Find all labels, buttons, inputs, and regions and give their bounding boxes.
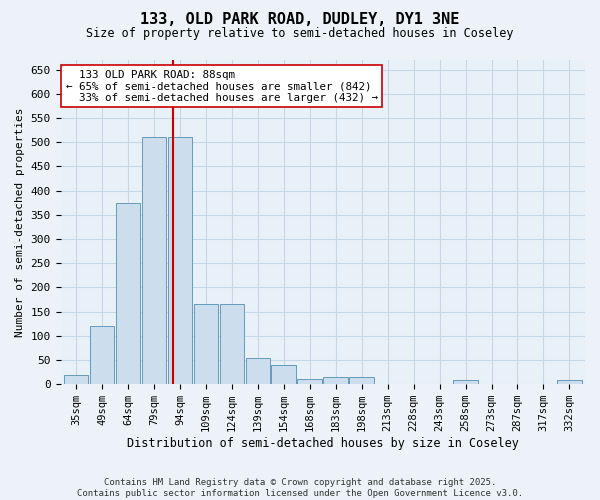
Bar xyxy=(116,203,140,384)
Bar xyxy=(557,380,582,384)
Text: 133, OLD PARK ROAD, DUDLEY, DY1 3NE: 133, OLD PARK ROAD, DUDLEY, DY1 3NE xyxy=(140,12,460,28)
Bar xyxy=(64,374,88,384)
Text: Size of property relative to semi-detached houses in Coseley: Size of property relative to semi-detach… xyxy=(86,28,514,40)
Text: Contains HM Land Registry data © Crown copyright and database right 2025.
Contai: Contains HM Land Registry data © Crown c… xyxy=(77,478,523,498)
Y-axis label: Number of semi-detached properties: Number of semi-detached properties xyxy=(15,108,25,337)
Bar xyxy=(298,380,322,384)
Bar xyxy=(271,365,296,384)
Bar xyxy=(453,380,478,384)
Bar xyxy=(349,377,374,384)
Bar xyxy=(194,304,218,384)
Text: 133 OLD PARK ROAD: 88sqm
← 65% of semi-detached houses are smaller (842)
  33% o: 133 OLD PARK ROAD: 88sqm ← 65% of semi-d… xyxy=(66,70,378,103)
Bar xyxy=(90,326,115,384)
X-axis label: Distribution of semi-detached houses by size in Coseley: Distribution of semi-detached houses by … xyxy=(127,437,519,450)
Bar xyxy=(245,358,270,384)
Bar xyxy=(323,377,348,384)
Bar xyxy=(220,304,244,384)
Bar xyxy=(167,138,192,384)
Bar xyxy=(142,138,166,384)
